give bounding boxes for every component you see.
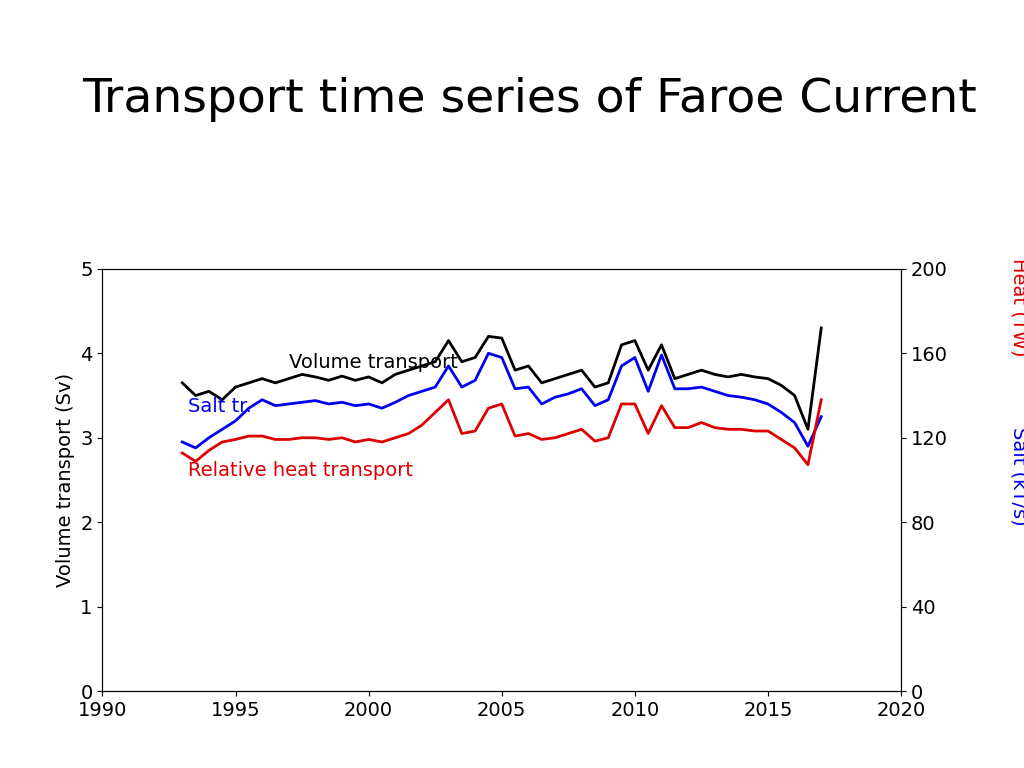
Text: Salt (kT/s): Salt (kT/s)	[1010, 427, 1024, 525]
Y-axis label: Volume transport (Sv): Volume transport (Sv)	[55, 373, 75, 587]
Text: Relative heat transport: Relative heat transport	[187, 461, 413, 480]
Text: Heat (TW): Heat (TW)	[1010, 258, 1024, 356]
Text: Volume transport: Volume transport	[289, 353, 458, 372]
Text: Transport time series of Faroe Current: Transport time series of Faroe Current	[82, 77, 977, 122]
Text: Salt tr.: Salt tr.	[187, 397, 252, 416]
